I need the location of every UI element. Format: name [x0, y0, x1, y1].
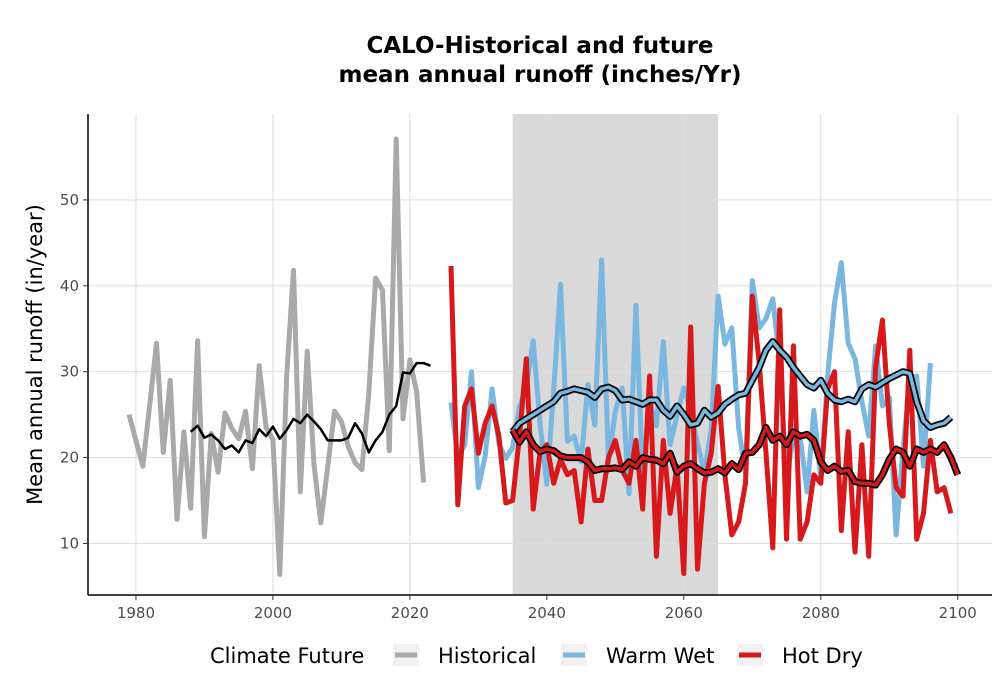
hot-dry-legend-label: Hot Dry [782, 644, 863, 668]
y-tick-label: 30 [60, 363, 79, 381]
y-tick-label: 50 [60, 191, 79, 209]
series-layer [126, 136, 962, 577]
historical-rolling-mean-line [189, 361, 431, 454]
y-tick-label: 40 [60, 277, 79, 295]
historical-series-line [126, 136, 427, 577]
warm-wet-rolling-mean-line [511, 339, 953, 433]
chart-title: CALO-Historical and future mean annual r… [180, 32, 900, 90]
y-tick-label: 10 [60, 534, 79, 552]
hot-dry-rolling-mean-line [511, 425, 960, 487]
x-tick-label: 2040 [528, 604, 566, 622]
plot-area [88, 114, 992, 595]
legend: Climate Future Historical Warm Wet Hot Dry [210, 644, 863, 668]
x-tick-label: 2100 [939, 604, 977, 622]
x-tick-label: 2020 [391, 604, 429, 622]
hot-dry-series-line [448, 265, 954, 576]
legend-title: Climate Future [210, 644, 364, 668]
y-axis-label: Mean annual runoff (in/year) [23, 204, 47, 505]
x-tick-label: 2000 [254, 604, 292, 622]
x-tick-label: 1980 [117, 604, 155, 622]
x-tick-label: 2080 [802, 604, 840, 622]
x-tick-label: 2060 [665, 604, 703, 622]
chart-title-line-1: CALO-Historical and future [366, 33, 714, 59]
y-axis-ticks: 10 20 30 40 50 [60, 191, 88, 552]
historical-legend-label: Historical [438, 644, 536, 668]
chart-title-line-2: mean annual runoff (inches/Yr) [338, 62, 742, 88]
x-axis-ticks: 1980 2000 2020 2040 2060 2080 2100 [117, 595, 977, 622]
y-tick-label: 20 [60, 449, 79, 467]
warm-wet-legend-label: Warm Wet [606, 644, 714, 668]
